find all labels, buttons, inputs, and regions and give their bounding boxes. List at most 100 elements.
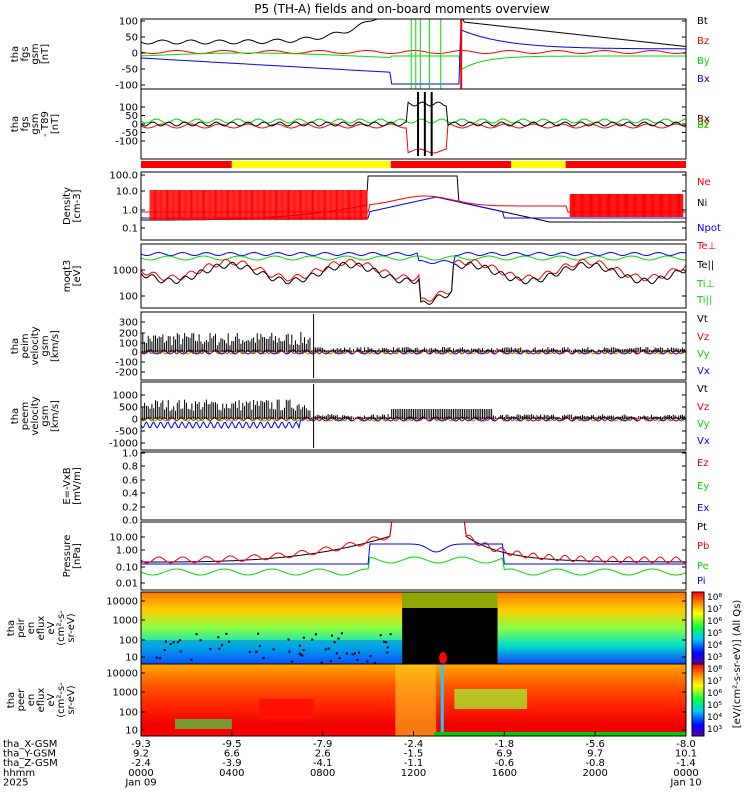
ytick-label: 10	[125, 653, 138, 664]
noise-pixel	[379, 634, 382, 637]
noise-pixel	[374, 661, 377, 664]
ytick-label: -1000	[109, 439, 138, 450]
ylabel-line: tha	[10, 408, 21, 424]
noise-pixel	[288, 650, 291, 653]
ytick-label: 100	[119, 708, 138, 719]
ylabel-line: [nT]	[50, 114, 61, 134]
legend-Ti||: Ti||	[696, 295, 712, 306]
legend-Ni: Ni	[697, 198, 707, 209]
spectrogram-spot	[439, 652, 448, 664]
ylabel-line: peer	[16, 688, 27, 712]
noise-pixel	[366, 660, 369, 663]
ylabel-line: tha	[10, 46, 21, 62]
ytick-label: 0.01	[116, 579, 138, 590]
noise-pixel	[333, 641, 336, 644]
spectrogram-green	[454, 689, 528, 709]
legend-Npot: Npot	[697, 223, 721, 234]
xtick-label: -1.5	[404, 749, 424, 760]
ytick-label: 200	[119, 329, 138, 340]
xtick-label: 0000	[673, 768, 698, 779]
trace-Ti-blue	[141, 251, 686, 265]
mode-bar-segment-3	[511, 161, 566, 168]
noise-pixel	[195, 633, 198, 636]
ytick-label: -100	[115, 137, 138, 148]
noise-pixel	[298, 644, 301, 647]
axes-box	[140, 243, 687, 309]
xtick-label: 1200	[401, 768, 426, 779]
ytick-label: 50	[125, 33, 138, 44]
xtick-label: 9.2	[133, 749, 149, 760]
mode-bar-segment-1	[231, 161, 391, 168]
xtick-label: -3.9	[222, 758, 242, 769]
noise-pixel	[291, 660, 294, 663]
noise-pixel	[338, 657, 341, 660]
xtick-label: Jan 09	[124, 777, 156, 788]
ytick-label: 0	[132, 415, 138, 426]
trace-Ne	[141, 195, 686, 213]
xtick-label: 0800	[310, 768, 335, 779]
ylabel-line: velocity	[30, 326, 41, 365]
colorbar-tick: 10⁵	[707, 701, 722, 711]
colorbar-label: [eV/(cm²-s-sr-eV)] (All Qs)	[732, 600, 743, 729]
noise-pixel	[335, 652, 338, 655]
ylabel-line: [nT]	[40, 44, 51, 64]
noise-pixel	[386, 646, 389, 649]
ytick-label: 50	[125, 111, 138, 122]
xaxis-row-label: hhmm	[3, 768, 35, 779]
ylabel-line: peim	[20, 333, 31, 358]
noise-pixel	[329, 660, 332, 663]
noise-pixel	[386, 651, 389, 654]
xtick-label: -5.6	[585, 739, 605, 750]
panel-mode_bar	[141, 161, 686, 168]
axes-box	[140, 381, 687, 451]
noise-pixel	[228, 640, 231, 643]
ytick-label: 10.00	[109, 533, 138, 544]
ytick-label: 1.0	[122, 206, 138, 217]
noise-pixel	[302, 636, 305, 639]
mode-bar-segment-2	[390, 161, 512, 168]
xtick-label: -0.6	[495, 758, 515, 769]
ytick-label: -500	[115, 427, 138, 438]
plot-area-fgs_dB	[141, 92, 686, 156]
xtick-label: -8.0	[676, 739, 696, 750]
legend-Ey: Ey	[697, 481, 709, 492]
ylabel-line: tha	[6, 620, 17, 636]
ytick-label: 0.8	[122, 462, 138, 473]
ylabel-line: moqt3	[62, 260, 73, 293]
trace-Pe	[141, 556, 686, 576]
plot-area-density	[141, 175, 686, 223]
legend-Ne: Ne	[697, 177, 711, 188]
legend-By: By	[697, 56, 710, 67]
noise-pixel	[199, 639, 202, 642]
spectrogram-mid	[395, 664, 437, 736]
spectrogram-green2	[175, 719, 232, 729]
noise-pixel	[353, 652, 356, 655]
ylabel-line: tha	[10, 338, 21, 354]
noise-pixel	[302, 649, 305, 652]
colorbar-tick: 10⁸	[707, 593, 722, 603]
spectrogram-line	[440, 664, 444, 736]
plot-area-peim	[141, 314, 686, 378]
xtick-label: -4.1	[313, 758, 333, 769]
noise-pixel	[311, 638, 314, 641]
ylabel-line: [mV/m]	[72, 467, 83, 505]
xtick-label: -7.9	[313, 739, 333, 750]
ylabel-line: [cm-3]	[72, 189, 83, 222]
legend-Vz: Vz	[697, 332, 709, 343]
noise-pixel	[320, 661, 323, 664]
ytick-label: 0.4	[122, 489, 138, 500]
ylabel-line: fgs	[20, 116, 31, 131]
axes-box	[140, 451, 687, 521]
trace-Te	[141, 258, 686, 302]
xtick-label: 9.7	[587, 749, 603, 760]
noise-pixel	[337, 637, 340, 640]
panel-fgs: 100 50 0 -50 -100 tha fgs gsm [nT] Bt Bz By Bx	[10, 16, 710, 92]
ytick-label: 100	[119, 17, 138, 28]
noise-pixel	[258, 644, 261, 647]
ylabel-line: [km/s]	[50, 330, 61, 362]
colorbar-tick: 10³	[707, 725, 722, 735]
ylabel-line: en	[26, 622, 37, 635]
trace-By	[141, 52, 686, 71]
panel-peer_spec: 10000 1000 100 10 tha peer en eflux eV (cm²-s-sr-…	[6, 663, 687, 737]
